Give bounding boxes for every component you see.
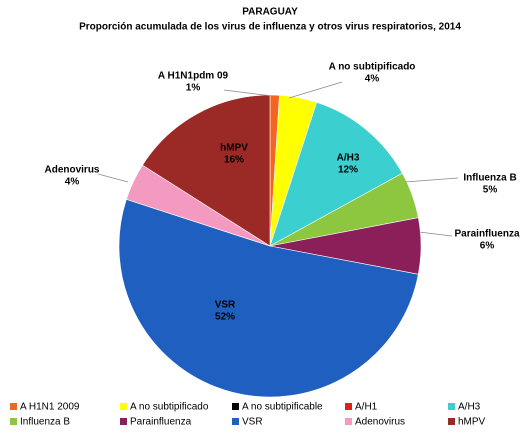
legend-swatch (345, 403, 352, 410)
value-label: 12% (338, 165, 358, 176)
legend-swatch (10, 403, 17, 410)
leader-line (223, 89, 273, 97)
legend-label: VSR (242, 417, 263, 428)
slice-label: Influenza B (463, 173, 516, 184)
legend-label: A no subtipificado (130, 402, 209, 413)
legend-swatch (448, 418, 455, 425)
value-label: 5% (483, 185, 498, 196)
legend-label: A/H1 (355, 402, 378, 413)
legend-swatch (120, 403, 127, 410)
leader-line (288, 81, 343, 99)
slice-label: hMPV (220, 143, 248, 154)
slice-label: Parainfluenza (454, 229, 519, 240)
slice-label: VSR (215, 300, 236, 311)
value-label: 4% (65, 177, 80, 188)
legend-label: A/H3 (458, 402, 481, 413)
legend-swatch (120, 418, 127, 425)
value-label: 52% (215, 312, 235, 323)
legend-swatch (232, 403, 239, 410)
slice-label: A no subtipificado (329, 62, 416, 73)
value-label: 1% (186, 83, 201, 94)
value-label: 6% (480, 241, 495, 252)
value-label: 4% (365, 74, 380, 85)
leader-line (404, 177, 459, 183)
chart-subtitle: Proporción acumulada de los virus de inf… (79, 22, 461, 33)
legend-swatch (448, 403, 455, 410)
legend-swatch (345, 418, 352, 425)
legend-label: Parainfluenza (130, 417, 192, 428)
pie-slice (269, 102, 403, 247)
legend-label: Adenovirus (355, 417, 405, 428)
legend-label: A no subtipificable (242, 402, 323, 413)
legend-label: A H1N1 2009 (20, 402, 80, 413)
leader-line (418, 231, 453, 237)
legend-label: Influenza B (20, 417, 70, 428)
value-label: 16% (224, 155, 244, 166)
slice-label: A H1N1pdm 09 (158, 71, 229, 82)
slice-label: A/H3 (337, 153, 360, 164)
leader-line (97, 173, 129, 183)
legend-swatch (10, 418, 17, 425)
chart-title: PARAGUAY (242, 7, 298, 18)
legend-swatch (232, 418, 239, 425)
slice-label: Adenovirus (44, 165, 99, 176)
pie-slice (118, 198, 419, 398)
pie-slice (142, 94, 271, 247)
legend-label: hMPV (458, 417, 486, 428)
